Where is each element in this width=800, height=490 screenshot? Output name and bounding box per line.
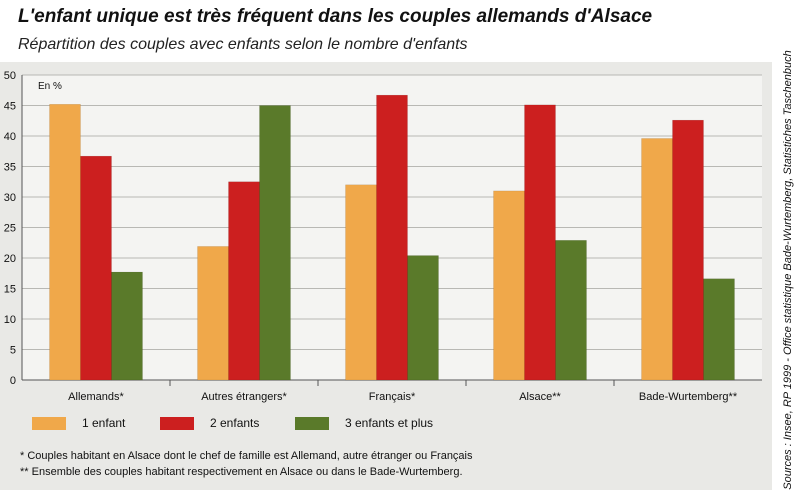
- legend-label: 3 enfants et plus: [345, 416, 434, 430]
- y-tick-label: 20: [4, 253, 16, 265]
- bar-1: [49, 104, 81, 381]
- footnote-1: * Couples habitant en Alsace dont le che…: [20, 450, 473, 462]
- y-axis-label: En %: [38, 81, 62, 92]
- x-tick-label: Allemands*: [68, 391, 124, 403]
- y-tick-label: 15: [4, 284, 16, 296]
- legend-swatch: [295, 416, 329, 430]
- y-tick-label: 25: [4, 223, 16, 235]
- bar-2: [524, 104, 556, 381]
- chart-title: L'enfant unique est très fréquent dans l…: [18, 6, 653, 27]
- legend-item: 3 enfants et plus: [295, 416, 433, 430]
- y-tick-label: 50: [4, 70, 16, 82]
- legend-swatch: [32, 416, 66, 430]
- bar-3: [407, 255, 439, 381]
- y-tick-label: 0: [10, 375, 16, 387]
- bar-3: [555, 240, 587, 381]
- legend-label: 1 enfant: [82, 416, 126, 430]
- bar-1: [345, 184, 377, 381]
- bar-1: [641, 138, 673, 381]
- bar-2: [80, 155, 112, 381]
- bar-3: [259, 105, 291, 381]
- y-tick-label: 30: [4, 192, 16, 204]
- bar-2: [376, 94, 408, 381]
- bar-chart: 0 5 10 15 20 25 30 35 40 45 50 En % Allemands* Autres…: [4, 70, 762, 403]
- chart-subtitle: Répartition des couples avec enfants sel…: [18, 36, 468, 53]
- bar-1: [197, 246, 229, 381]
- y-tick-label: 5: [10, 345, 16, 357]
- chart-legend: 1 enfant 2 enfants 3 enfants et plus: [0, 416, 772, 436]
- y-tick-label: 45: [4, 101, 16, 113]
- legend-swatch: [160, 416, 194, 430]
- legend-label: 2 enfants: [210, 416, 260, 430]
- bar-3: [111, 271, 143, 381]
- y-tick-label: 40: [4, 131, 16, 143]
- bar-2: [228, 181, 260, 381]
- x-tick-label: Autres étrangers*: [201, 391, 287, 403]
- bar-1: [493, 190, 525, 381]
- x-tick-label: Bade-Wurtemberg**: [639, 391, 738, 403]
- x-tick-label: Français*: [369, 391, 416, 403]
- footnote-2: ** Ensemble des couples habitant respect…: [20, 466, 463, 478]
- source-note: Sources : Insee, RP 1999 - Office statis…: [782, 50, 794, 490]
- x-tick-label: Alsace**: [519, 391, 561, 403]
- bar-2: [672, 119, 704, 381]
- y-tick-label: 10: [4, 314, 16, 326]
- legend-item: 2 enfants: [160, 416, 259, 430]
- bar-3: [703, 278, 735, 381]
- y-tick-label: 35: [4, 162, 16, 174]
- legend-item: 1 enfant: [32, 416, 125, 430]
